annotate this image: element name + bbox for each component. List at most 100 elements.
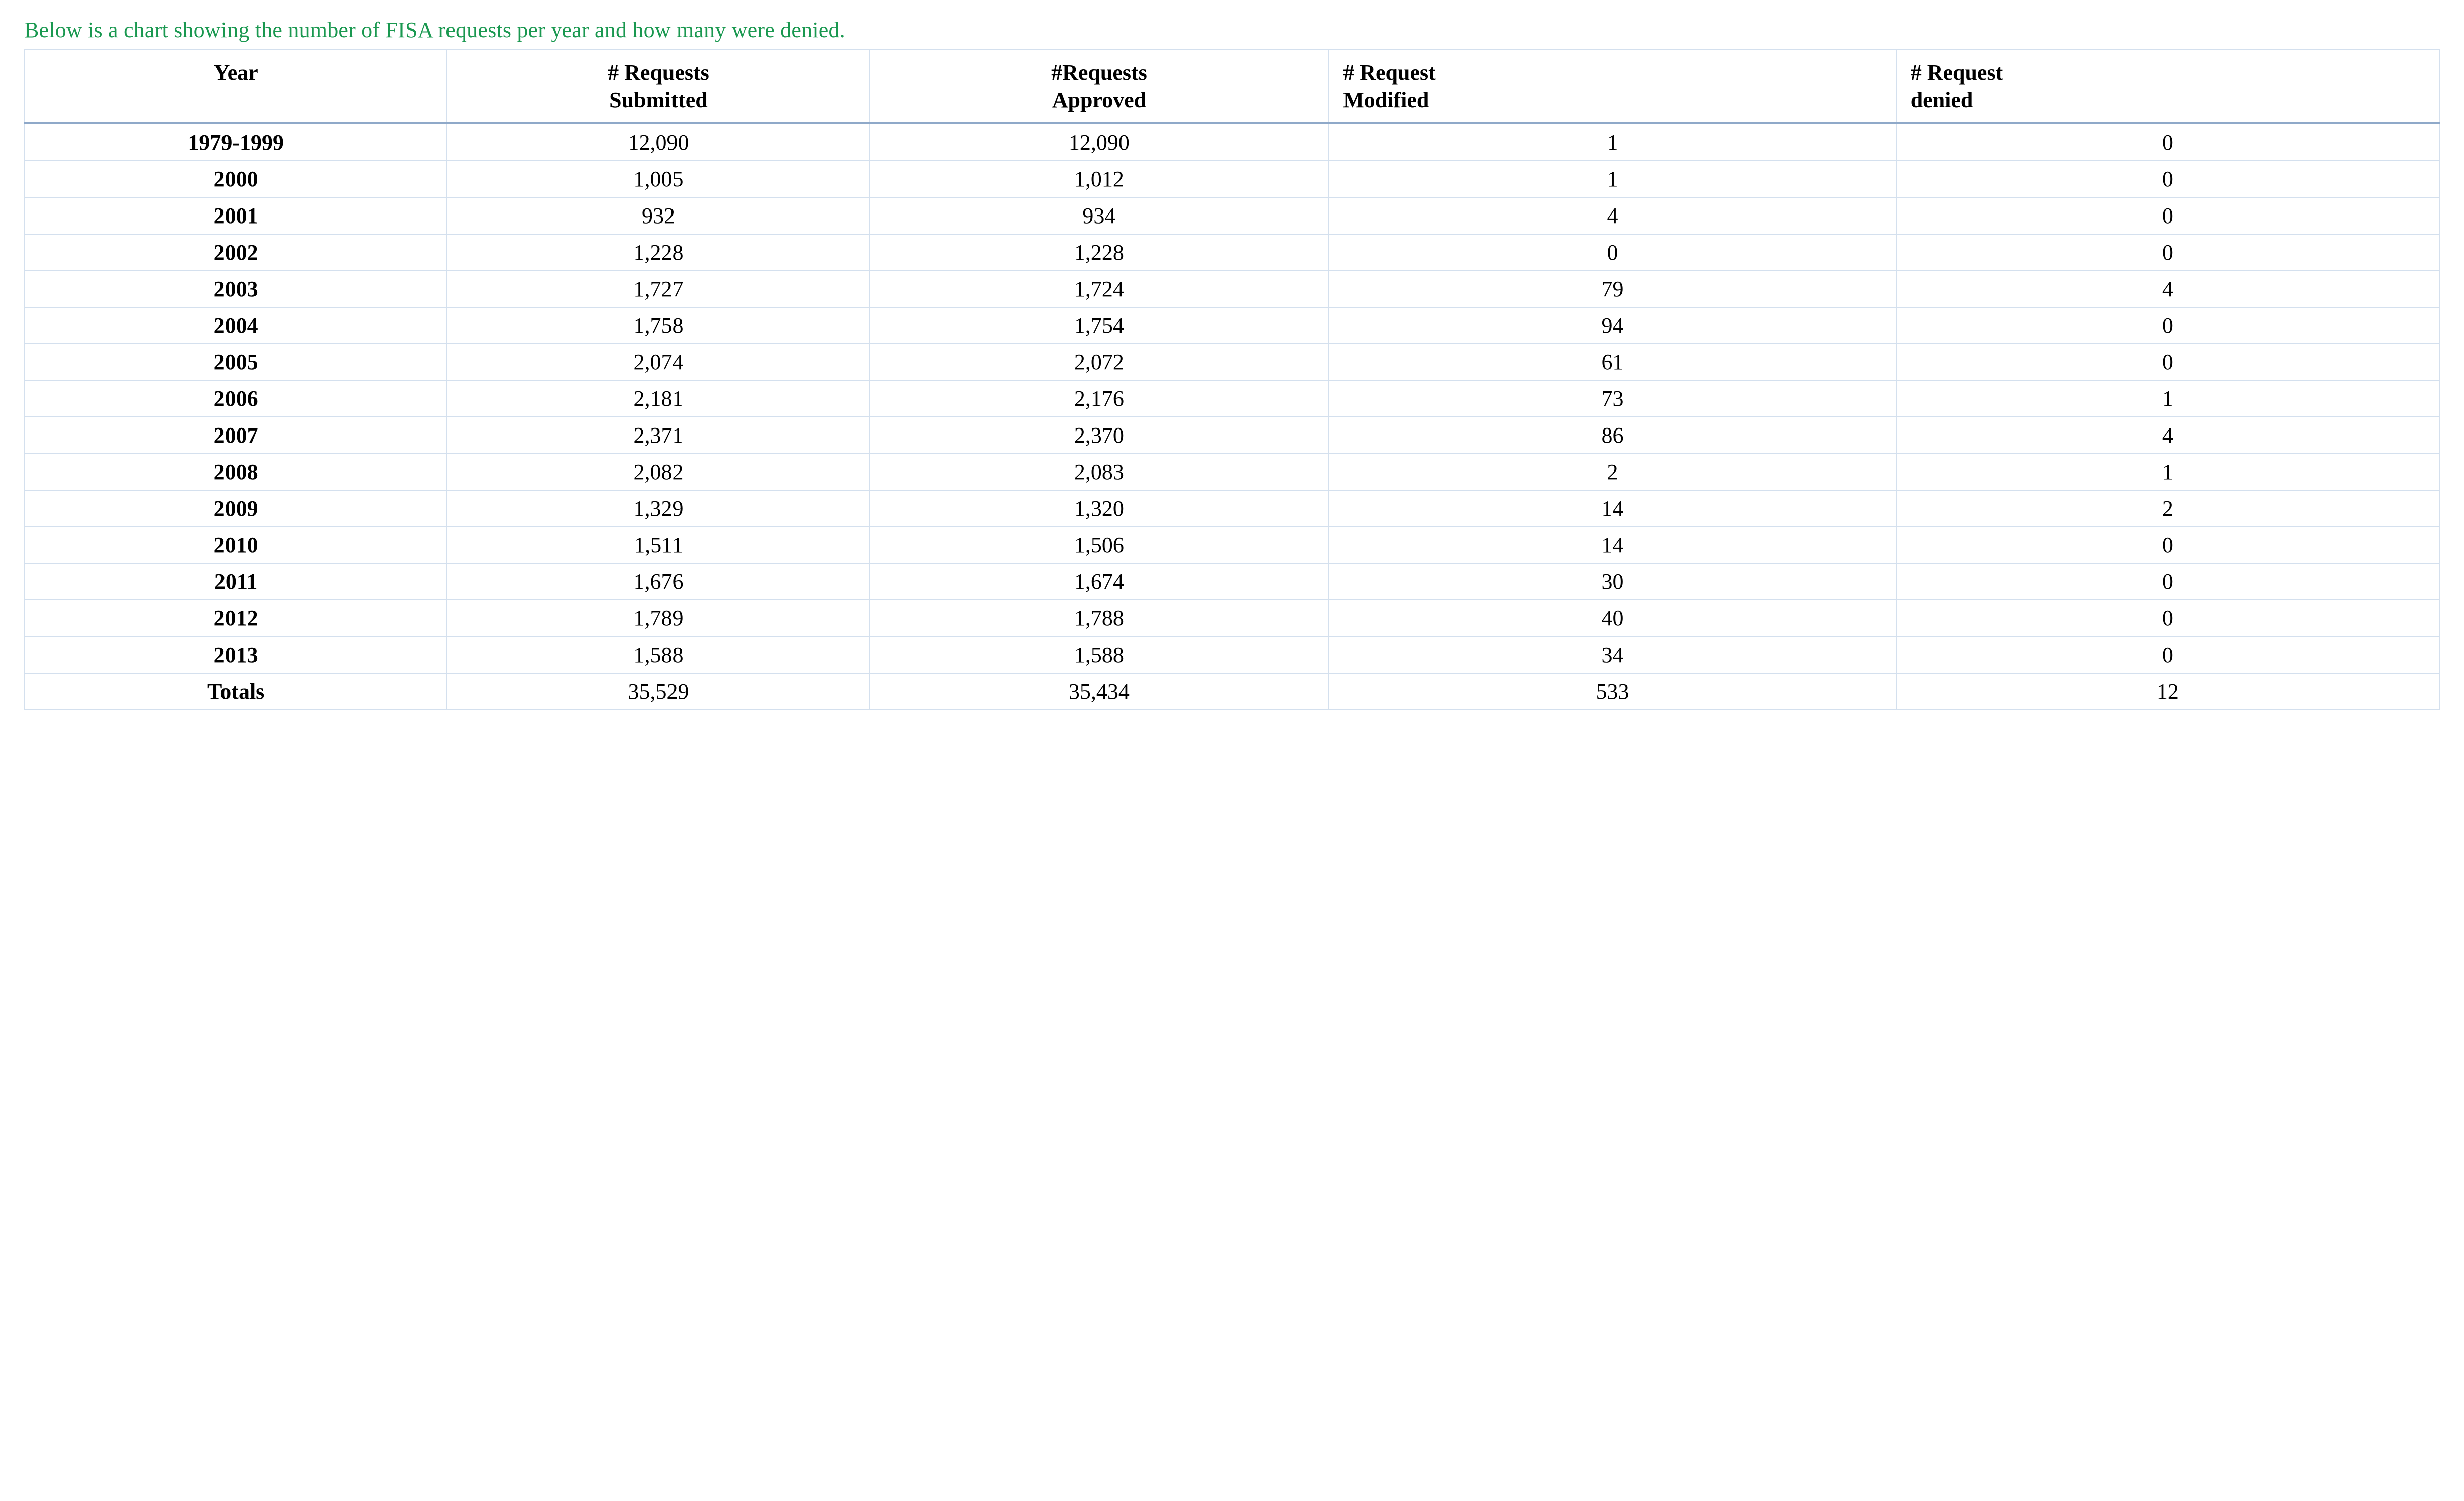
cell-denied: 12 <box>1896 673 2439 710</box>
cell-modified: 14 <box>1328 490 1896 527</box>
table-row: 20121,7891,788400 <box>25 600 2439 636</box>
cell-year: 2010 <box>25 527 447 563</box>
cell-approved: 1,788 <box>870 600 1329 636</box>
cell-modified: 94 <box>1328 307 1896 344</box>
cell-approved: 2,072 <box>870 344 1329 380</box>
cell-year: 2006 <box>25 380 447 417</box>
cell-denied: 0 <box>1896 636 2439 673</box>
cell-year: 2012 <box>25 600 447 636</box>
cell-modified: 30 <box>1328 563 1896 600</box>
col-header-denied-line1: # Request <box>1911 59 2427 86</box>
cell-modified: 40 <box>1328 600 1896 636</box>
table-row: 20082,0822,08321 <box>25 454 2439 490</box>
cell-denied: 4 <box>1896 271 2439 307</box>
cell-denied: 4 <box>1896 417 2439 454</box>
table-row: Totals35,52935,43453312 <box>25 673 2439 710</box>
cell-approved: 1,506 <box>870 527 1329 563</box>
cell-year: 2002 <box>25 234 447 271</box>
cell-approved: 1,228 <box>870 234 1329 271</box>
cell-year: 2001 <box>25 197 447 234</box>
cell-modified: 1 <box>1328 161 1896 197</box>
col-header-submitted-line1: # Requests <box>460 59 857 86</box>
table-header-row: Year # Requests Submitted #Requests Appr… <box>25 49 2439 123</box>
cell-denied: 2 <box>1896 490 2439 527</box>
cell-modified: 61 <box>1328 344 1896 380</box>
cell-denied: 0 <box>1896 563 2439 600</box>
cell-year: 2005 <box>25 344 447 380</box>
cell-submitted: 1,727 <box>447 271 869 307</box>
cell-denied: 0 <box>1896 161 2439 197</box>
cell-year: 2011 <box>25 563 447 600</box>
cell-submitted: 35,529 <box>447 673 869 710</box>
cell-year: Totals <box>25 673 447 710</box>
col-header-modified-line2: Modified <box>1343 86 1883 114</box>
cell-approved: 1,674 <box>870 563 1329 600</box>
cell-submitted: 12,090 <box>447 123 869 161</box>
cell-denied: 0 <box>1896 600 2439 636</box>
cell-approved: 2,370 <box>870 417 1329 454</box>
page-root: Below is a chart showing the number of F… <box>0 0 2464 734</box>
table-row: 20072,3712,370864 <box>25 417 2439 454</box>
cell-year: 2009 <box>25 490 447 527</box>
table-row: 20111,6761,674300 <box>25 563 2439 600</box>
cell-year: 2000 <box>25 161 447 197</box>
cell-modified: 34 <box>1328 636 1896 673</box>
cell-denied: 1 <box>1896 380 2439 417</box>
cell-modified: 1 <box>1328 123 1896 161</box>
col-header-modified-line1: # Request <box>1343 59 1883 86</box>
cell-modified: 4 <box>1328 197 1896 234</box>
cell-modified: 14 <box>1328 527 1896 563</box>
cell-denied: 0 <box>1896 123 2439 161</box>
cell-modified: 86 <box>1328 417 1896 454</box>
table-row: 20041,7581,754940 <box>25 307 2439 344</box>
col-header-approved: #Requests Approved <box>870 49 1329 123</box>
table-row: 20101,5111,506140 <box>25 527 2439 563</box>
cell-approved: 1,754 <box>870 307 1329 344</box>
cell-approved: 934 <box>870 197 1329 234</box>
table-caption: Below is a chart showing the number of F… <box>24 16 2440 44</box>
table-row: 20031,7271,724794 <box>25 271 2439 307</box>
cell-submitted: 1,789 <box>447 600 869 636</box>
cell-submitted: 1,758 <box>447 307 869 344</box>
cell-modified: 533 <box>1328 673 1896 710</box>
cell-denied: 0 <box>1896 307 2439 344</box>
table-body: 1979-199912,09012,0901020001,0051,012102… <box>25 123 2439 710</box>
cell-year: 2003 <box>25 271 447 307</box>
cell-year: 2008 <box>25 454 447 490</box>
cell-approved: 2,083 <box>870 454 1329 490</box>
cell-modified: 2 <box>1328 454 1896 490</box>
table-row: 20091,3291,320142 <box>25 490 2439 527</box>
cell-submitted: 2,082 <box>447 454 869 490</box>
cell-submitted: 1,005 <box>447 161 869 197</box>
col-header-approved-line1: #Requests <box>882 59 1316 86</box>
cell-year: 1979-1999 <box>25 123 447 161</box>
cell-submitted: 1,228 <box>447 234 869 271</box>
col-header-year-line1: Year <box>37 59 434 86</box>
cell-year: 2007 <box>25 417 447 454</box>
cell-approved: 1,724 <box>870 271 1329 307</box>
table-row: 20131,5881,588340 <box>25 636 2439 673</box>
table-row: 200193293440 <box>25 197 2439 234</box>
cell-submitted: 932 <box>447 197 869 234</box>
cell-denied: 0 <box>1896 344 2439 380</box>
cell-submitted: 1,588 <box>447 636 869 673</box>
table-row: 20021,2281,22800 <box>25 234 2439 271</box>
cell-submitted: 2,371 <box>447 417 869 454</box>
table-row: 20052,0742,072610 <box>25 344 2439 380</box>
cell-denied: 0 <box>1896 197 2439 234</box>
cell-submitted: 1,329 <box>447 490 869 527</box>
table-header: Year # Requests Submitted #Requests Appr… <box>25 49 2439 123</box>
cell-denied: 0 <box>1896 527 2439 563</box>
fisa-table: Year # Requests Submitted #Requests Appr… <box>24 49 2440 710</box>
cell-approved: 12,090 <box>870 123 1329 161</box>
cell-denied: 0 <box>1896 234 2439 271</box>
col-header-submitted-line2: Submitted <box>460 86 857 114</box>
cell-submitted: 2,181 <box>447 380 869 417</box>
cell-submitted: 2,074 <box>447 344 869 380</box>
cell-approved: 35,434 <box>870 673 1329 710</box>
table-row: 1979-199912,09012,09010 <box>25 123 2439 161</box>
cell-year: 2004 <box>25 307 447 344</box>
cell-approved: 1,320 <box>870 490 1329 527</box>
cell-approved: 2,176 <box>870 380 1329 417</box>
table-row: 20001,0051,01210 <box>25 161 2439 197</box>
